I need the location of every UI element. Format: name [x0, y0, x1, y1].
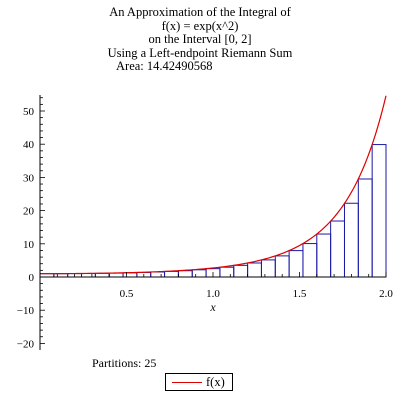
riemann-bar [302, 243, 318, 278]
y-tick-label: −10 [17, 305, 35, 317]
y-tick-label: 50 [23, 106, 35, 118]
riemann-bar [247, 262, 262, 278]
legend: f(x) [165, 373, 233, 391]
y-tick-label: −20 [17, 338, 35, 350]
y-tick-label: 20 [23, 206, 35, 218]
riemann-bar [330, 220, 345, 278]
riemann-bar [177, 270, 193, 278]
partitions-caption: Partitions: 25 [92, 356, 157, 370]
riemann-bar [191, 269, 207, 278]
riemann-bar [260, 259, 276, 278]
x-tick-label: 1.0 [206, 288, 220, 300]
riemann-bar [150, 271, 166, 278]
x-tick-label: 0.5 [120, 288, 134, 300]
riemann-bar [274, 255, 290, 278]
x-axis-label: x [209, 300, 216, 314]
riemann-bar [122, 272, 138, 278]
riemann-bars [39, 144, 387, 278]
title-line-3: on the Interval [0, 2] [148, 32, 252, 47]
axes: −20 −10 0 10 20 30 40 50 0.5 1.0 1.5 2.0 x [17, 95, 393, 350]
riemann-bar [164, 270, 179, 278]
y-tick-label: 30 [23, 172, 35, 184]
x-tick-label: 1.5 [293, 288, 307, 300]
legend-label: f(x) [206, 375, 225, 389]
riemann-bar [288, 250, 304, 278]
riemann-bar [357, 178, 373, 278]
legend-line-swatch [172, 382, 202, 383]
function-curve-layer [40, 95, 387, 275]
title-line-4: Using a Left-endpoint Riemann Sum [107, 45, 293, 60]
riemann-bar [371, 144, 387, 278]
title-line-5: Area: 14.42490568 [116, 59, 213, 74]
riemann-bar [316, 233, 332, 278]
chart-title: An Approximation of the Integral of f(x)… [0, 5, 400, 74]
y-tick-label: 10 [23, 239, 35, 251]
title-line-1: An Approximation of the Integral of [109, 5, 291, 19]
riemann-bar [343, 202, 359, 278]
riemann-bar [108, 272, 124, 278]
x-tick-label: 2.0 [379, 288, 393, 300]
y-tick-label: 0 [29, 272, 35, 284]
riemann-bar [219, 266, 235, 278]
function-curve-fx [40, 95, 387, 275]
y-tick-label: 40 [23, 139, 35, 151]
riemann-bar [233, 264, 249, 278]
title-line-2: f(x) = exp(x^2) [161, 18, 239, 33]
